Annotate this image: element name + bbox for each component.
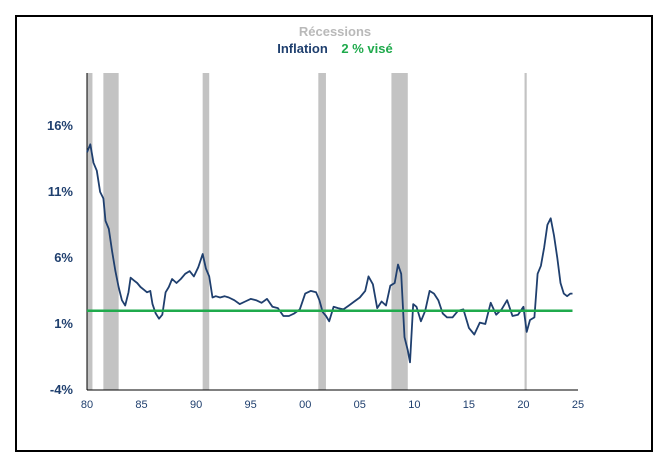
x-tick-label: 00: [299, 399, 311, 411]
x-tick-label: 15: [463, 399, 475, 411]
recession-band-0: [87, 73, 93, 390]
legend-row: Inflation 2 % visé: [0, 40, 670, 58]
legend-inflation: Inflation: [277, 41, 328, 56]
y-tick-label: 1%: [54, 316, 73, 331]
x-tick-label: 10: [408, 399, 420, 411]
y-tick-label: -4%: [50, 382, 74, 397]
x-tick-label: 80: [81, 399, 93, 411]
x-tick-label: 90: [190, 399, 202, 411]
legend: Récessions Inflation 2 % visé: [0, 24, 670, 58]
recession-band-3: [318, 73, 326, 390]
y-tick-label: 6%: [54, 250, 73, 265]
x-tick-label: 20: [517, 399, 529, 411]
x-tick-label: 95: [245, 399, 257, 411]
recession-band-5: [524, 73, 527, 390]
y-tick-label: 16%: [47, 118, 73, 133]
x-tick-label: 85: [135, 399, 147, 411]
axes: [86, 73, 578, 391]
legend-target: 2 % visé: [341, 41, 393, 56]
x-tick-label: 25: [572, 399, 584, 411]
recession-band-2: [202, 73, 210, 390]
series-lines: [86, 143, 573, 364]
y-tick-label: 11%: [48, 184, 74, 199]
inflation-line: [86, 143, 573, 364]
legend-recessions: Récessions: [298, 24, 372, 39]
x-tick-label: 05: [354, 399, 366, 411]
recession-band-1: [103, 73, 119, 390]
tick-labels: -4% 1% 6% 11% 16% 80 85 90 95 00 05 10 15 20 25: [47, 118, 584, 411]
recession-bands: [87, 73, 527, 390]
